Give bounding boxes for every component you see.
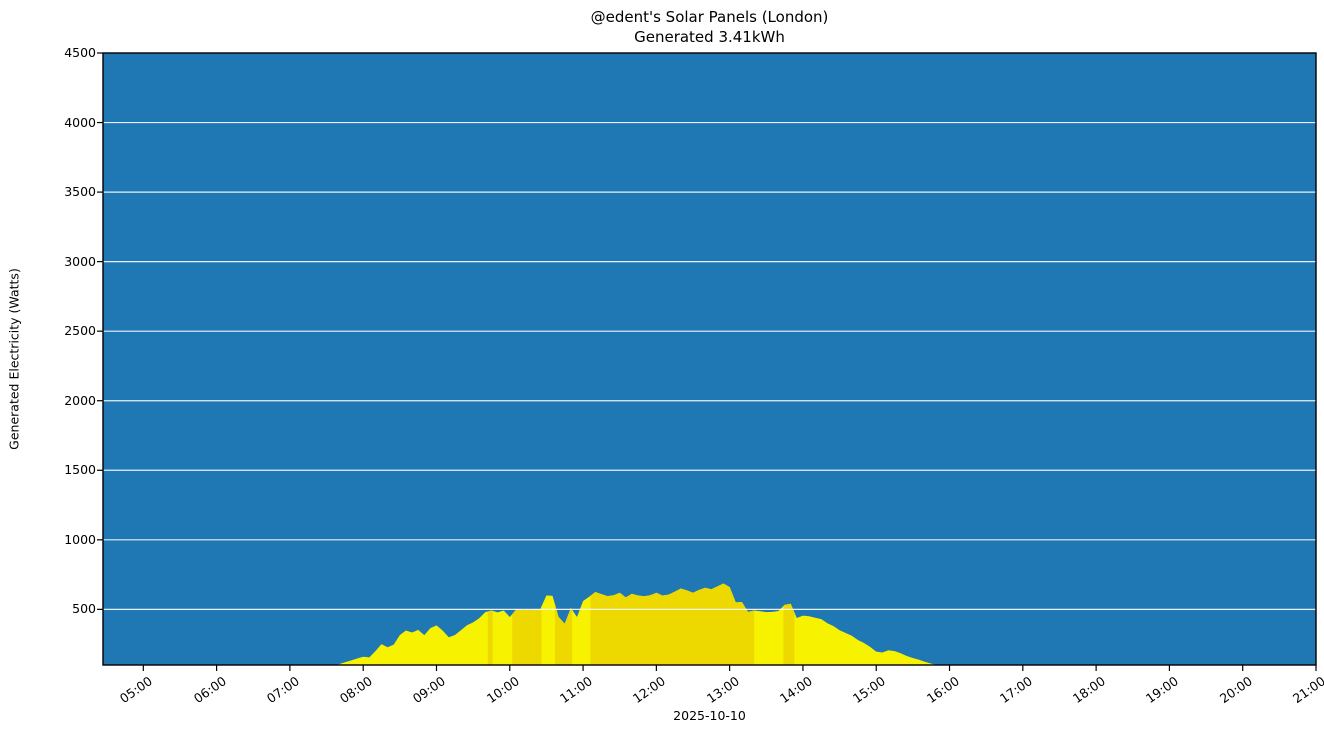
y-tick-label: 4000 — [64, 114, 96, 130]
plot-background — [103, 53, 1316, 665]
chart-subtitle: Generated 3.41kWh — [634, 28, 785, 46]
chart-title: @edent's Solar Panels (London) — [590, 8, 829, 26]
y-tick-label: 2500 — [64, 323, 96, 339]
y-tick-label: 3000 — [64, 253, 96, 269]
x-axis-date-label: 2025-10-10 — [673, 708, 746, 723]
y-tick-label: 1500 — [64, 462, 96, 478]
gold-band — [783, 583, 795, 665]
y-tick-label: 1000 — [64, 531, 96, 547]
y-axis-title: Generated Electricity (Watts) — [6, 268, 22, 450]
y-tick-label: 2000 — [64, 392, 96, 408]
plot-spines — [102, 52, 1317, 666]
y-tick-label: 4500 — [64, 45, 96, 60]
y-tick-label: 3500 — [64, 184, 96, 200]
y-tick-label: 500 — [72, 601, 96, 617]
gold-band — [487, 583, 493, 665]
gold-band — [590, 583, 755, 665]
